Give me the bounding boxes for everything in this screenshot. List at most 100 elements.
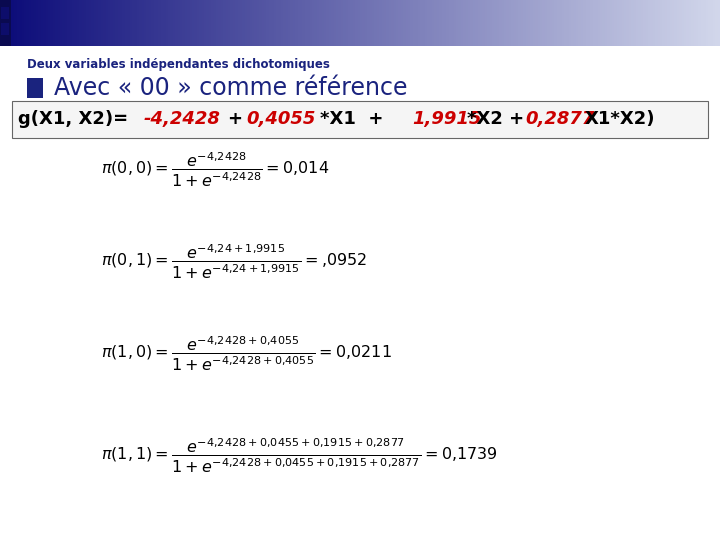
Bar [487,0,490,46]
Bar [557,0,560,46]
Bar [595,0,598,46]
Bar [430,0,433,46]
Bar [413,0,416,46]
Bar [225,0,229,46]
Bar [250,0,253,46]
Bar [310,0,312,46]
Bar [684,0,687,46]
Bar [427,0,431,46]
Bar [144,0,147,46]
Bar [120,0,123,46]
Bar [279,0,282,46]
Bar [333,0,337,46]
Bar [682,0,685,46]
Bar [89,0,92,46]
Bar [614,0,618,46]
Bar [506,0,510,46]
Bar [163,0,166,46]
Bar [113,0,116,46]
Bar [305,0,308,46]
Text: 1,9915: 1,9915 [413,110,482,129]
Bar [180,0,183,46]
Bar [108,0,111,46]
Bar [499,0,503,46]
Bar [355,0,359,46]
Bar [588,0,591,46]
Bar [252,0,255,46]
Bar [297,0,301,46]
Bar [581,0,584,46]
Text: $\pi(1,1)=\dfrac{e^{-4{,}2428+0{,}0455+0{,}1915+0{,}2877}}{1+e^{-4{,}2428+0{,}04: $\pi(1,1)=\dfrac{e^{-4{,}2428+0{,}0455+0… [101,437,498,476]
Bar [398,0,402,46]
Bar [387,0,390,46]
Bar [655,0,658,46]
Text: 0,4055: 0,4055 [246,110,315,129]
Bar [91,0,94,46]
Bar [235,0,238,46]
Bar [696,0,699,46]
Bar [153,0,157,46]
Bar [468,0,471,46]
Bar [48,0,51,46]
Bar [711,0,714,46]
Bar [96,0,99,46]
Bar [473,0,476,46]
Bar [485,0,488,46]
Bar [189,0,193,46]
Bar [377,0,380,46]
Bar [703,0,706,46]
Bar [281,0,284,46]
Text: Avec « 00 » comme référence: Avec « 00 » comme référence [54,76,408,100]
Bar [60,0,63,46]
Bar [689,0,692,46]
Bar [391,0,395,46]
Bar [115,0,118,46]
Bar [125,0,128,46]
Bar [677,0,680,46]
Text: X1*X2): X1*X2) [585,110,655,129]
Bar [451,0,454,46]
Bar [691,0,694,46]
Bar [243,0,246,46]
Bar [574,0,577,46]
Bar [650,0,654,46]
Bar [547,0,550,46]
Bar [168,0,171,46]
Bar [698,0,701,46]
Bar [629,0,632,46]
Text: *X2 +: *X2 + [467,110,530,129]
Bar [336,0,339,46]
Bar [247,0,251,46]
Bar [230,0,233,46]
Bar [408,0,411,46]
Bar [187,0,190,46]
Bar [667,0,670,46]
Bar [38,0,42,46]
Bar [585,0,589,46]
Bar [139,0,143,46]
Bar [295,0,298,46]
Bar [454,0,456,46]
Bar [194,0,197,46]
Bar [0,0,3,46]
Bar [382,0,384,46]
Bar [74,0,78,46]
Bar [418,0,420,46]
Bar [302,0,305,46]
Bar [17,0,20,46]
Bar [24,0,27,46]
Bar [79,0,82,46]
Bar [343,0,346,46]
Bar [151,0,154,46]
Bar [2,0,6,46]
Bar [513,0,517,46]
Bar [365,0,368,46]
Bar [475,0,478,46]
Bar [341,0,344,46]
Bar [22,0,24,46]
Bar [662,0,665,46]
Bar [50,0,53,46]
Bar [612,0,615,46]
Bar [648,0,651,46]
Text: 0,2877: 0,2877 [526,110,595,129]
